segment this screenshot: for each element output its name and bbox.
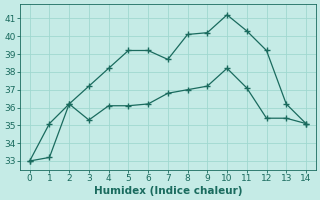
X-axis label: Humidex (Indice chaleur): Humidex (Indice chaleur) (93, 186, 242, 196)
